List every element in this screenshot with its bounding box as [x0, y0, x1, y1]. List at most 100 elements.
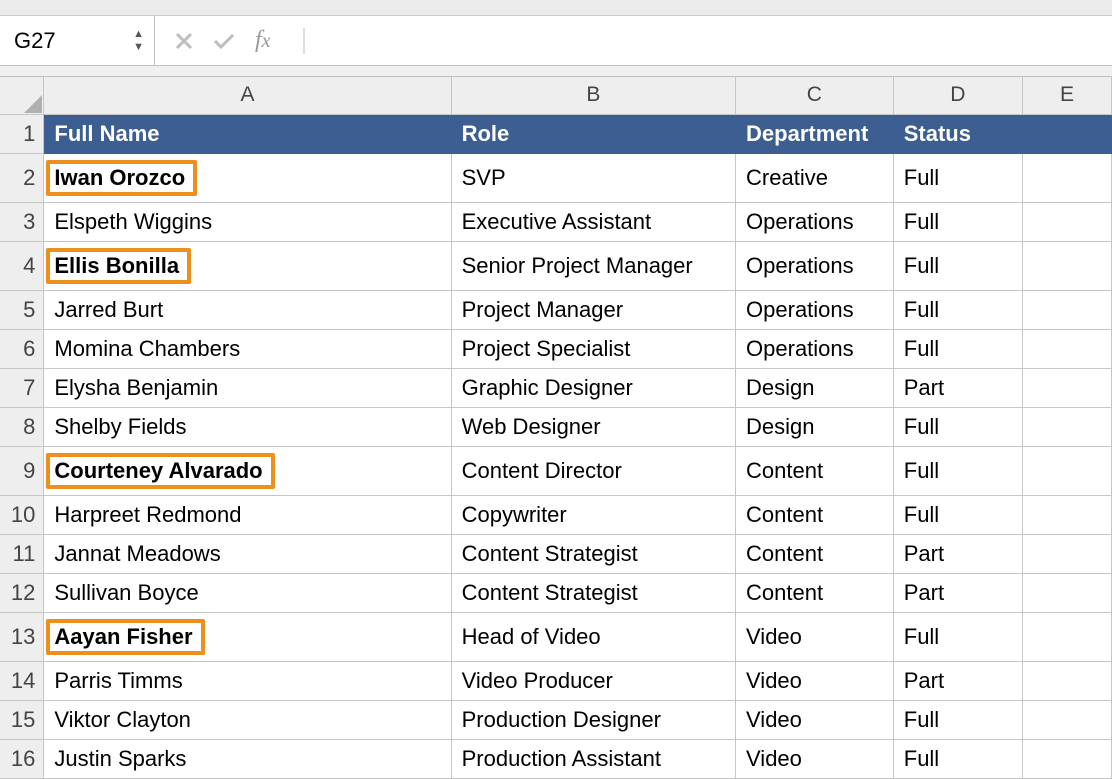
sheet-area[interactable]: A B C D E 1Full NameRoleDepartmentStatus… [0, 76, 1112, 779]
cancel-formula-button[interactable] [175, 32, 193, 50]
name-box[interactable]: G27 ▲ ▼ [0, 16, 155, 65]
cell[interactable]: Full [893, 202, 1022, 241]
cell[interactable]: Content [736, 534, 894, 573]
cell[interactable]: Operations [736, 241, 894, 290]
cell[interactable]: Shelby Fields [44, 407, 451, 446]
name-box-stepper[interactable]: ▲ ▼ [133, 29, 144, 53]
cell[interactable]: Video Producer [451, 661, 735, 700]
cell[interactable] [1023, 202, 1112, 241]
stepper-up-icon[interactable]: ▲ [133, 29, 144, 40]
cell[interactable] [1023, 114, 1112, 153]
row-header[interactable]: 5 [0, 290, 44, 329]
row-header[interactable]: 6 [0, 329, 44, 368]
cell[interactable]: Operations [736, 329, 894, 368]
cell[interactable]: Iwan Orozco [44, 153, 451, 202]
cell[interactable] [1023, 612, 1112, 661]
cell[interactable] [1023, 573, 1112, 612]
cell[interactable] [1023, 290, 1112, 329]
cell[interactable]: Video [736, 739, 894, 778]
cell[interactable] [1023, 407, 1112, 446]
spreadsheet-grid[interactable]: A B C D E 1Full NameRoleDepartmentStatus… [0, 77, 1112, 779]
cell[interactable]: Part [893, 368, 1022, 407]
cell[interactable]: Content Strategist [451, 573, 735, 612]
row-header[interactable]: 9 [0, 446, 44, 495]
cell[interactable] [1023, 329, 1112, 368]
cell[interactable]: Parris Timms [44, 661, 451, 700]
cell[interactable] [1023, 241, 1112, 290]
cell[interactable]: Executive Assistant [451, 202, 735, 241]
cell[interactable]: Head of Video [451, 612, 735, 661]
cell[interactable]: Production Designer [451, 700, 735, 739]
cell[interactable]: Operations [736, 202, 894, 241]
row-header[interactable]: 12 [0, 573, 44, 612]
cell[interactable] [1023, 534, 1112, 573]
row-header[interactable]: 15 [0, 700, 44, 739]
cell[interactable]: Full [893, 407, 1022, 446]
row-header[interactable]: 16 [0, 739, 44, 778]
cell[interactable] [1023, 661, 1112, 700]
cell[interactable]: Content [736, 446, 894, 495]
select-all-corner[interactable] [0, 77, 44, 114]
row-header[interactable]: 7 [0, 368, 44, 407]
formula-input[interactable] [325, 16, 1112, 65]
cell[interactable]: Senior Project Manager [451, 241, 735, 290]
cell[interactable]: Design [736, 407, 894, 446]
col-header-D[interactable]: D [893, 77, 1022, 114]
row-header[interactable]: 13 [0, 612, 44, 661]
row-header[interactable]: 1 [0, 114, 44, 153]
cell[interactable]: Project Manager [451, 290, 735, 329]
cell[interactable] [1023, 700, 1112, 739]
cell[interactable] [1023, 495, 1112, 534]
cell[interactable]: Full [893, 700, 1022, 739]
cell[interactable]: Department [736, 114, 894, 153]
cell[interactable]: Full [893, 153, 1022, 202]
cell[interactable]: Content Director [451, 446, 735, 495]
cell[interactable]: Elspeth Wiggins [44, 202, 451, 241]
cell[interactable]: Content [736, 495, 894, 534]
cell[interactable]: Video [736, 700, 894, 739]
cell[interactable]: Graphic Designer [451, 368, 735, 407]
cell[interactable]: Full [893, 241, 1022, 290]
cell[interactable]: Web Designer [451, 407, 735, 446]
cell[interactable]: Jarred Burt [44, 290, 451, 329]
cell[interactable]: Jannat Meadows [44, 534, 451, 573]
cell[interactable]: Part [893, 573, 1022, 612]
cell[interactable]: Operations [736, 290, 894, 329]
cell[interactable]: Full [893, 446, 1022, 495]
cell[interactable]: Viktor Clayton [44, 700, 451, 739]
cell[interactable]: Full [893, 290, 1022, 329]
cell[interactable]: Ellis Bonilla [44, 241, 451, 290]
cell[interactable]: Justin Sparks [44, 739, 451, 778]
row-header[interactable]: 2 [0, 153, 44, 202]
cell[interactable] [1023, 446, 1112, 495]
cell[interactable]: Design [736, 368, 894, 407]
row-header[interactable]: 10 [0, 495, 44, 534]
cell[interactable]: Part [893, 661, 1022, 700]
fx-icon[interactable]: fx [255, 27, 271, 54]
cell[interactable]: Full [893, 739, 1022, 778]
cell[interactable]: Content Strategist [451, 534, 735, 573]
cell[interactable]: Status [893, 114, 1022, 153]
cell[interactable]: Video [736, 612, 894, 661]
cell[interactable]: Momina Chambers [44, 329, 451, 368]
stepper-down-icon[interactable]: ▼ [133, 42, 144, 53]
cell[interactable]: Content [736, 573, 894, 612]
cell[interactable] [1023, 153, 1112, 202]
cell[interactable]: Harpreet Redmond [44, 495, 451, 534]
cell[interactable]: Full Name [44, 114, 451, 153]
cell[interactable]: Creative [736, 153, 894, 202]
cell[interactable]: Full [893, 612, 1022, 661]
cell[interactable]: Part [893, 534, 1022, 573]
row-header[interactable]: 4 [0, 241, 44, 290]
cell[interactable]: Aayan Fisher [44, 612, 451, 661]
cell[interactable]: SVP [451, 153, 735, 202]
col-header-B[interactable]: B [451, 77, 735, 114]
row-header[interactable]: 11 [0, 534, 44, 573]
cell[interactable]: Full [893, 495, 1022, 534]
cell[interactable]: Full [893, 329, 1022, 368]
cell[interactable] [1023, 368, 1112, 407]
cell[interactable]: Sullivan Boyce [44, 573, 451, 612]
cell[interactable]: Elysha Benjamin [44, 368, 451, 407]
cell[interactable]: Project Specialist [451, 329, 735, 368]
cell[interactable]: Copywriter [451, 495, 735, 534]
